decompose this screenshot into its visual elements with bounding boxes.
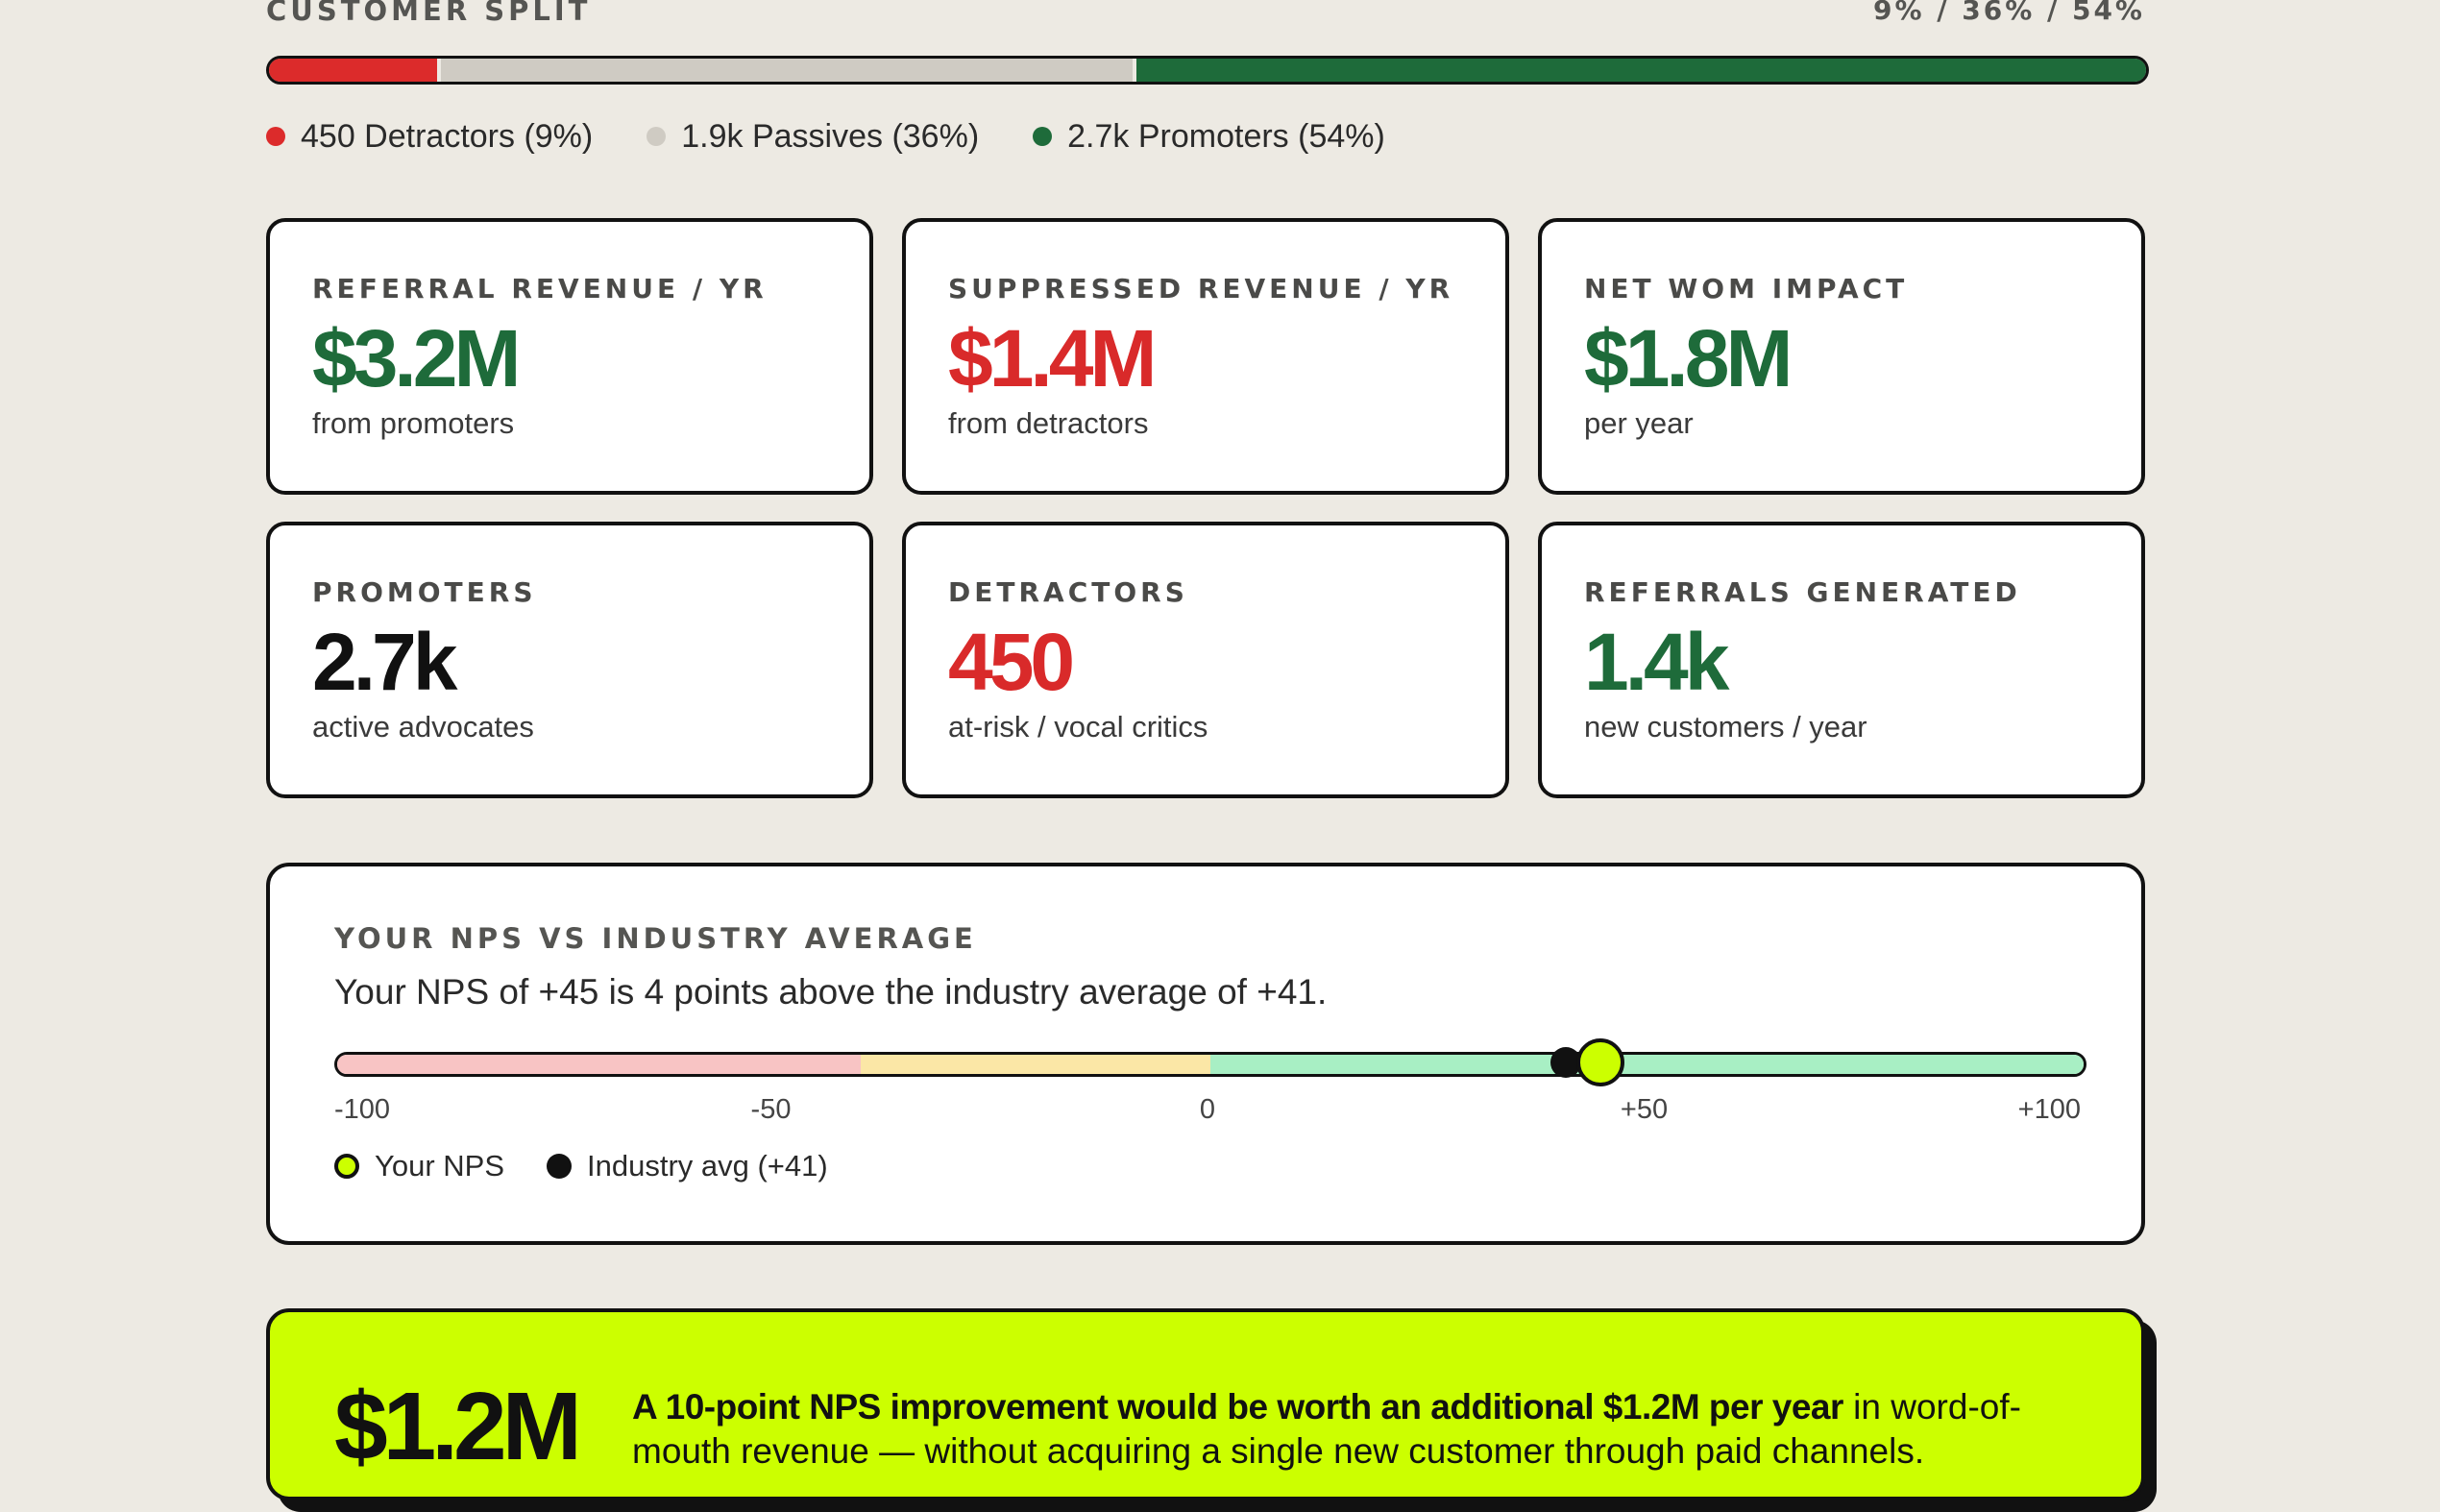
metric-card-value: 1.4k: [1584, 617, 1730, 707]
metric-card-subtitle: active advocates: [312, 710, 534, 744]
split-legend-label: 450 Detractors (9%): [301, 117, 594, 155]
metric-card-label: SUPPRESSED REVENUE / YR: [948, 273, 1454, 305]
nps-tick-label: +50: [1620, 1094, 1669, 1125]
nps-tick-label: -50: [750, 1094, 792, 1125]
metric-card-label: DETRACTORS: [948, 576, 1188, 608]
nps-tick-label: 0: [1199, 1094, 1216, 1125]
your-nps-marker: [1576, 1038, 1625, 1086]
metric-card-label: REFERRAL REVENUE / YR: [312, 273, 768, 305]
metric-card: REFERRAL REVENUE / YR $3.2M from promoters: [266, 218, 873, 495]
your-nps-legend-dot: [334, 1154, 359, 1179]
promoters-dot-icon: [1033, 127, 1053, 146]
nps-scale-track: [334, 1052, 2086, 1077]
customer-split-header: CUSTOMER SPLIT 9% / 36% / 54%: [266, 0, 2145, 33]
split-segment-detractors: [269, 59, 438, 82]
split-legend-label: 1.9k Passives (36%): [681, 117, 980, 155]
nps-legend-yours: Your NPS: [334, 1149, 504, 1183]
metric-card-value: $3.2M: [312, 313, 521, 403]
split-legend-detractors: 450 Detractors (9%): [266, 118, 593, 156]
metric-card-value: 450: [948, 617, 1075, 707]
callout-bold-text: A 10-point NPS improvement would be wort…: [632, 1387, 1843, 1427]
metric-card-label: REFERRALS GENERATED: [1584, 576, 2021, 608]
nps-comparison-summary: Your NPS of +45 is 4 points above the in…: [334, 972, 1328, 1012]
metric-card: SUPPRESSED REVENUE / YR $1.4M from detract…: [902, 218, 1509, 495]
split-segment-passives: [437, 59, 1134, 82]
nps-legend-yours-label: Your NPS: [375, 1149, 504, 1183]
metric-cards-grid: REFERRAL REVENUE / YR $3.2M from promoters…: [266, 218, 2145, 798]
nps-comparison-card: YOUR NPS VS INDUSTRY AVERAGE Your NPS of…: [266, 863, 2145, 1245]
nps-tick-label: +100: [2017, 1094, 2081, 1125]
split-legend-label: 2.7k Promoters (54%): [1067, 117, 1385, 155]
metric-card-value: $1.8M: [1584, 313, 1793, 403]
metric-card-label: PROMOTERS: [312, 576, 537, 608]
customer-split-title: CUSTOMER SPLIT: [266, 0, 592, 27]
customer-split-bar: [266, 56, 2149, 85]
metric-card-value: 2.7k: [312, 617, 458, 707]
metric-card-subtitle: from promoters: [312, 406, 515, 440]
detractors-dot-icon: [266, 127, 285, 146]
metric-card-subtitle: new customers / year: [1584, 710, 1867, 744]
passives-dot-icon: [647, 127, 667, 146]
metric-card-subtitle: from detractors: [948, 406, 1149, 440]
nps-legend-industry-label: Industry avg (+41): [587, 1149, 828, 1183]
metric-card-label: NET WOM IMPACT: [1584, 273, 1909, 305]
split-legend-promoters: 2.7k Promoters (54%): [1033, 118, 1385, 156]
metric-card-subtitle: per year: [1584, 406, 1694, 440]
nps-legend-industry: Industry avg (+41): [547, 1149, 828, 1183]
nps-tick-label: -100: [334, 1094, 391, 1125]
metric-card: DETRACTORS 450 at-risk / vocal critics: [902, 522, 1509, 798]
metric-card: NET WOM IMPACT $1.8M per year: [1538, 218, 2145, 495]
industry-avg-marker: [1549, 1047, 1581, 1078]
nps-scale-zone: [861, 1055, 1210, 1074]
nps-scale-zone: [1210, 1055, 2084, 1074]
callout-value: $1.2M: [334, 1373, 582, 1480]
nps-improvement-callout: $1.2M A 10-point NPS improvement would b…: [266, 1308, 2145, 1500]
nps-legend: Your NPS Industry avg (+41): [334, 1149, 828, 1183]
metric-card-subtitle: at-risk / vocal critics: [948, 710, 1208, 744]
callout-text: A 10-point NPS improvement would be wort…: [632, 1385, 2092, 1474]
metric-card-value: $1.4M: [948, 313, 1157, 403]
customer-split-legend: 450 Detractors (9%) 1.9k Passives (36%) 2.…: [266, 113, 1385, 159]
metric-card: REFERRALS GENERATED 1.4k new customers / y…: [1538, 522, 2145, 798]
split-segment-promoters: [1133, 59, 2146, 82]
split-legend-passives: 1.9k Passives (36%): [647, 118, 979, 156]
industry-avg-legend-dot: [547, 1154, 572, 1179]
metric-card: PROMOTERS 2.7k active advocates: [266, 522, 873, 798]
customer-split-percentages: 9% / 36% / 54%: [1872, 0, 2145, 26]
nps-scale-zone: [337, 1055, 862, 1074]
nps-comparison-title: YOUR NPS VS INDUSTRY AVERAGE: [334, 922, 977, 955]
